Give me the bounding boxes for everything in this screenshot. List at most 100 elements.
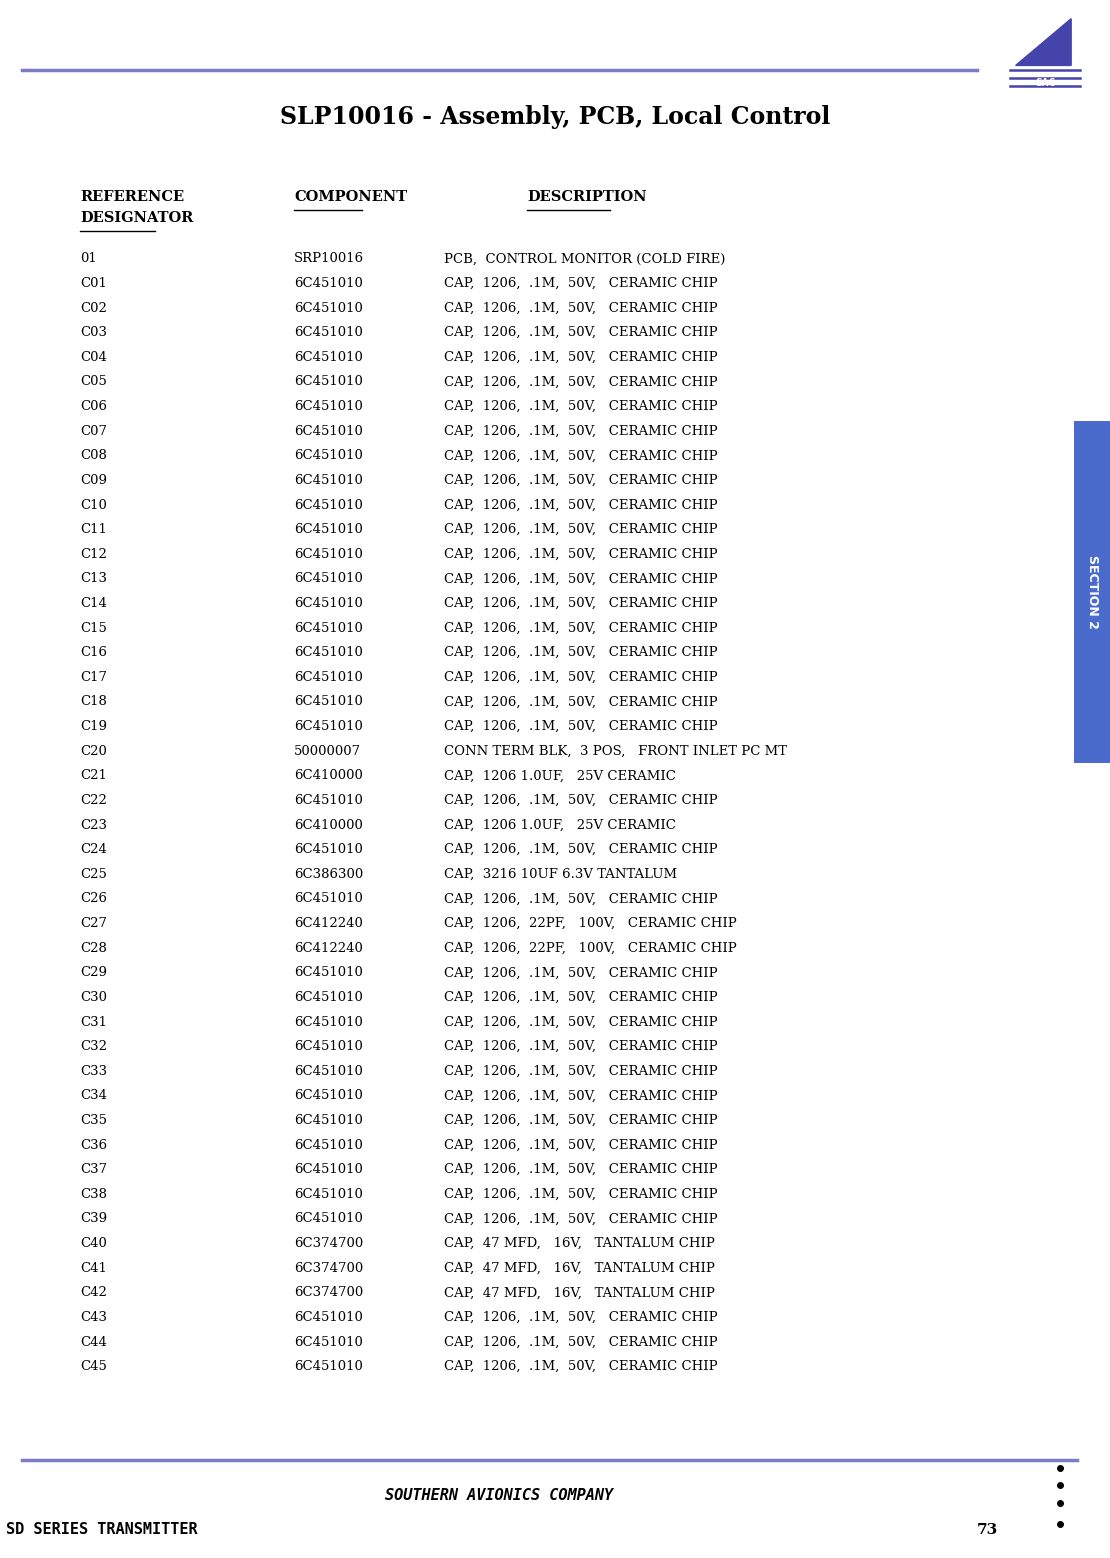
Text: C42: C42 (80, 1287, 107, 1299)
Text: DESCRIPTION: DESCRIPTION (527, 190, 647, 204)
Text: CAP,  1206,  .1M,  50V,   CERAMIC CHIP: CAP, 1206, .1M, 50V, CERAMIC CHIP (444, 1335, 718, 1349)
Text: C04: C04 (80, 351, 107, 365)
Text: CAP,  1206,  .1M,  50V,   CERAMIC CHIP: CAP, 1206, .1M, 50V, CERAMIC CHIP (444, 474, 718, 488)
Text: C07: C07 (80, 425, 107, 438)
Text: 6C374700: 6C374700 (294, 1237, 363, 1250)
Text: PCB,  CONTROL MONITOR (COLD FIRE): PCB, CONTROL MONITOR (COLD FIRE) (444, 252, 725, 265)
Text: CAP,  1206,  .1M,  50V,   CERAMIC CHIP: CAP, 1206, .1M, 50V, CERAMIC CHIP (444, 572, 718, 586)
Text: CAP,  1206 1.0UF,   25V CERAMIC: CAP, 1206 1.0UF, 25V CERAMIC (444, 770, 676, 782)
Text: SECTION 2: SECTION 2 (1086, 555, 1099, 629)
Text: C28: C28 (80, 941, 107, 955)
Text: C09: C09 (80, 474, 107, 488)
Text: CAP,  1206,  .1M,  50V,   CERAMIC CHIP: CAP, 1206, .1M, 50V, CERAMIC CHIP (444, 647, 718, 659)
Text: 6C451010: 6C451010 (294, 302, 363, 315)
Text: CAP,  1206,  .1M,  50V,   CERAMIC CHIP: CAP, 1206, .1M, 50V, CERAMIC CHIP (444, 548, 718, 561)
Text: 6C451010: 6C451010 (294, 1187, 363, 1201)
Text: 6C451010: 6C451010 (294, 351, 363, 365)
Text: C40: C40 (80, 1237, 107, 1250)
Text: C32: C32 (80, 1041, 107, 1053)
Text: CAP,  1206,  .1M,  50V,   CERAMIC CHIP: CAP, 1206, .1M, 50V, CERAMIC CHIP (444, 1360, 718, 1373)
Text: 6C451010: 6C451010 (294, 893, 363, 905)
Text: CAP,  1206 1.0UF,   25V CERAMIC: CAP, 1206 1.0UF, 25V CERAMIC (444, 818, 676, 832)
Text: 6C451010: 6C451010 (294, 1164, 363, 1176)
Text: 6C451010: 6C451010 (294, 795, 363, 807)
Text: 6C451010: 6C451010 (294, 326, 363, 340)
Text: C19: C19 (80, 720, 107, 734)
Text: CAP,  1206,  .1M,  50V,   CERAMIC CHIP: CAP, 1206, .1M, 50V, CERAMIC CHIP (444, 523, 718, 536)
Text: 6C451010: 6C451010 (294, 991, 363, 1003)
Text: C22: C22 (80, 795, 107, 807)
Text: 6C451010: 6C451010 (294, 671, 363, 684)
Text: 6C451010: 6C451010 (294, 523, 363, 536)
Text: 6C451010: 6C451010 (294, 1310, 363, 1324)
Text: C39: C39 (80, 1212, 107, 1226)
Text: 6C451010: 6C451010 (294, 1212, 363, 1226)
Text: 6C410000: 6C410000 (294, 770, 363, 782)
Text: 6C451010: 6C451010 (294, 647, 363, 659)
Text: C37: C37 (80, 1164, 107, 1176)
Text: CAP,  1206,  .1M,  50V,   CERAMIC CHIP: CAP, 1206, .1M, 50V, CERAMIC CHIP (444, 1310, 718, 1324)
Text: C06: C06 (80, 400, 107, 413)
Text: C43: C43 (80, 1310, 107, 1324)
Text: 6C451010: 6C451010 (294, 1139, 363, 1151)
Text: C36: C36 (80, 1139, 107, 1151)
Text: CAP,  1206,  .1M,  50V,   CERAMIC CHIP: CAP, 1206, .1M, 50V, CERAMIC CHIP (444, 1114, 718, 1126)
Text: 6C451010: 6C451010 (294, 474, 363, 488)
Text: DESIGNATOR: DESIGNATOR (80, 212, 193, 224)
Text: C10: C10 (80, 499, 107, 511)
Text: CAP,  1206,  22PF,   100V,   CERAMIC CHIP: CAP, 1206, 22PF, 100V, CERAMIC CHIP (444, 941, 737, 955)
Text: C15: C15 (80, 622, 107, 634)
Text: 6C451010: 6C451010 (294, 425, 363, 438)
Text: CONN TERM BLK,  3 POS,   FRONT INLET PC MT: CONN TERM BLK, 3 POS, FRONT INLET PC MT (444, 745, 787, 757)
Text: CAP,  1206,  .1M,  50V,   CERAMIC CHIP: CAP, 1206, .1M, 50V, CERAMIC CHIP (444, 1139, 718, 1151)
Text: C23: C23 (80, 818, 107, 832)
Text: CAP,  1206,  .1M,  50V,   CERAMIC CHIP: CAP, 1206, .1M, 50V, CERAMIC CHIP (444, 277, 718, 290)
Text: CAP,  1206,  .1M,  50V,   CERAMIC CHIP: CAP, 1206, .1M, 50V, CERAMIC CHIP (444, 400, 718, 413)
Text: COMPONENT: COMPONENT (294, 190, 407, 204)
Text: C21: C21 (80, 770, 107, 782)
Text: CAP,  47 MFD,   16V,   TANTALUM CHIP: CAP, 47 MFD, 16V, TANTALUM CHIP (444, 1237, 715, 1250)
Text: C13: C13 (80, 572, 107, 586)
Text: 50000007: 50000007 (294, 745, 361, 757)
Text: CAP,  47 MFD,   16V,   TANTALUM CHIP: CAP, 47 MFD, 16V, TANTALUM CHIP (444, 1262, 715, 1274)
Text: C08: C08 (80, 449, 107, 463)
FancyBboxPatch shape (1074, 421, 1110, 763)
Text: CAP,  1206,  .1M,  50V,   CERAMIC CHIP: CAP, 1206, .1M, 50V, CERAMIC CHIP (444, 1212, 718, 1226)
Text: CAP,  1206,  22PF,   100V,   CERAMIC CHIP: CAP, 1206, 22PF, 100V, CERAMIC CHIP (444, 918, 737, 930)
Text: CAP,  1206,  .1M,  50V,   CERAMIC CHIP: CAP, 1206, .1M, 50V, CERAMIC CHIP (444, 695, 718, 709)
Text: CAP,  1206,  .1M,  50V,   CERAMIC CHIP: CAP, 1206, .1M, 50V, CERAMIC CHIP (444, 302, 718, 315)
Text: 6C374700: 6C374700 (294, 1287, 363, 1299)
Text: 6C451010: 6C451010 (294, 622, 363, 634)
Text: C01: C01 (80, 277, 107, 290)
Text: C27: C27 (80, 918, 107, 930)
Text: 6C451010: 6C451010 (294, 695, 363, 709)
Text: CAP,  1206,  .1M,  50V,   CERAMIC CHIP: CAP, 1206, .1M, 50V, CERAMIC CHIP (444, 893, 718, 905)
Text: C18: C18 (80, 695, 107, 709)
Text: C38: C38 (80, 1187, 107, 1201)
Text: CAP,  1206,  .1M,  50V,   CERAMIC CHIP: CAP, 1206, .1M, 50V, CERAMIC CHIP (444, 991, 718, 1003)
Text: CAP,  3216 10UF 6.3V TANTALUM: CAP, 3216 10UF 6.3V TANTALUM (444, 868, 677, 880)
Text: C30: C30 (80, 991, 107, 1003)
Text: CAP,  1206,  .1M,  50V,   CERAMIC CHIP: CAP, 1206, .1M, 50V, CERAMIC CHIP (444, 375, 718, 388)
Polygon shape (1016, 19, 1071, 65)
Text: CAP,  1206,  .1M,  50V,   CERAMIC CHIP: CAP, 1206, .1M, 50V, CERAMIC CHIP (444, 1187, 718, 1201)
Text: 6C451010: 6C451010 (294, 548, 363, 561)
Text: REFERENCE: REFERENCE (80, 190, 184, 204)
Text: 6C451010: 6C451010 (294, 1064, 363, 1078)
Text: CAP,  1206,  .1M,  50V,   CERAMIC CHIP: CAP, 1206, .1M, 50V, CERAMIC CHIP (444, 597, 718, 611)
Text: C16: C16 (80, 647, 107, 659)
Text: 6C410000: 6C410000 (294, 818, 363, 832)
Text: C41: C41 (80, 1262, 107, 1274)
Text: C11: C11 (80, 523, 107, 536)
Text: C26: C26 (80, 893, 107, 905)
Text: CAP,  1206,  .1M,  50V,   CERAMIC CHIP: CAP, 1206, .1M, 50V, CERAMIC CHIP (444, 1164, 718, 1176)
Text: 6C412240: 6C412240 (294, 918, 363, 930)
Text: C02: C02 (80, 302, 107, 315)
Text: SRP10016: SRP10016 (294, 252, 364, 265)
Text: CAP,  1206,  .1M,  50V,   CERAMIC CHIP: CAP, 1206, .1M, 50V, CERAMIC CHIP (444, 425, 718, 438)
Text: C44: C44 (80, 1335, 107, 1349)
Text: C45: C45 (80, 1360, 107, 1373)
Text: SD SERIES TRANSMITTER: SD SERIES TRANSMITTER (6, 1522, 198, 1538)
Text: SOUTHERN AVIONICS COMPANY: SOUTHERN AVIONICS COMPANY (385, 1488, 614, 1503)
Text: CAP,  47 MFD,   16V,   TANTALUM CHIP: CAP, 47 MFD, 16V, TANTALUM CHIP (444, 1287, 715, 1299)
